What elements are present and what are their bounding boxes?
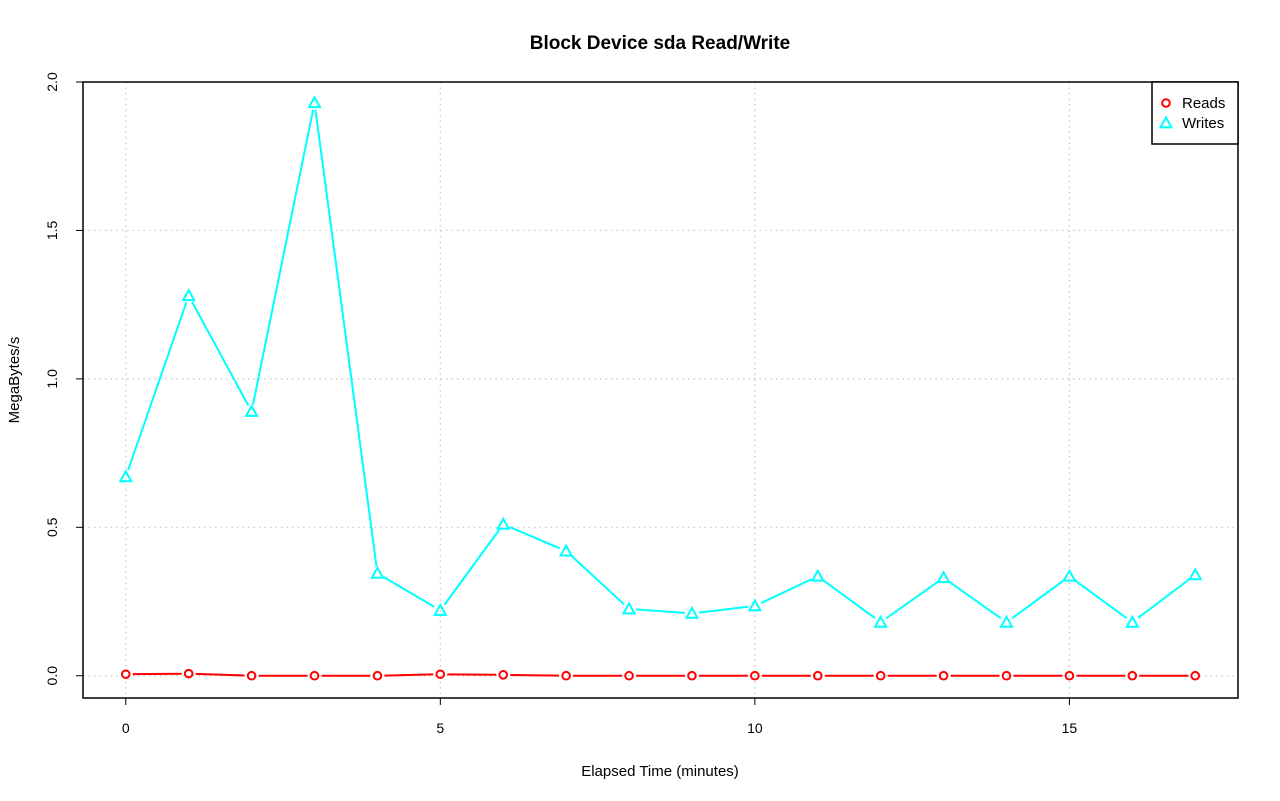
series-reads-point bbox=[435, 669, 446, 680]
chart-title: Block Device sda Read/Write bbox=[530, 33, 790, 54]
series-writes-point bbox=[433, 602, 448, 616]
series-reads-point bbox=[1127, 670, 1138, 681]
series-reads-point bbox=[120, 669, 131, 680]
series-writes-segment bbox=[191, 301, 250, 406]
series-reads-point bbox=[498, 670, 509, 680]
series-reads-point bbox=[1190, 670, 1201, 681]
series-writes-point bbox=[496, 516, 511, 530]
series-reads-point bbox=[624, 670, 634, 681]
series-writes-segment bbox=[570, 555, 625, 605]
series-reads-point bbox=[1064, 670, 1075, 681]
x-tick-label: 15 bbox=[1062, 720, 1078, 736]
x-tick-label: 10 bbox=[747, 720, 763, 736]
series-reads-point bbox=[183, 668, 194, 679]
series-reads-segment bbox=[384, 673, 434, 677]
series-reads-point bbox=[246, 670, 257, 681]
series-reads-point bbox=[561, 670, 571, 681]
series-writes-segment bbox=[760, 578, 812, 604]
series-writes-segment bbox=[443, 529, 500, 606]
series-reads-point bbox=[372, 670, 383, 681]
x-axis: 0 5 10 15 bbox=[122, 698, 1078, 736]
y-tick-label: 2.0 bbox=[44, 72, 60, 92]
legend-box bbox=[1151, 81, 1239, 145]
series-writes-point bbox=[307, 95, 322, 109]
series-writes-segment bbox=[509, 526, 561, 550]
series-writes-segment bbox=[382, 576, 435, 608]
series-writes-point bbox=[118, 469, 133, 483]
y-tick-label: 0.0 bbox=[44, 666, 60, 686]
y-axis: 0.0 0.5 1.0 1.5 2.0 bbox=[44, 72, 83, 685]
series-writes-point bbox=[936, 570, 951, 584]
series-writes-segment bbox=[1137, 578, 1191, 619]
series-writes-point bbox=[810, 568, 825, 582]
x-tick-label: 0 bbox=[122, 720, 130, 736]
legend-label-reads: Reads bbox=[1182, 95, 1225, 112]
series-reads-point bbox=[687, 670, 697, 681]
y-tick-label: 0.5 bbox=[44, 517, 60, 537]
series-writes-point bbox=[558, 543, 574, 557]
x-tick-label: 5 bbox=[436, 720, 444, 736]
series-reads-point bbox=[875, 670, 886, 681]
series-writes-point bbox=[244, 403, 259, 417]
series-writes bbox=[118, 95, 1203, 628]
series-writes-segment bbox=[314, 109, 378, 567]
series-reads bbox=[120, 668, 1201, 681]
series-writes-point bbox=[747, 598, 763, 612]
series-layer bbox=[118, 95, 1203, 681]
series-writes-segment bbox=[127, 302, 188, 471]
series-reads-point bbox=[1001, 670, 1012, 681]
series-writes-segment bbox=[885, 580, 939, 620]
series-reads-point bbox=[938, 670, 949, 681]
series-writes-point bbox=[181, 288, 196, 302]
series-reads-segment bbox=[195, 672, 245, 677]
series-reads-segment bbox=[510, 673, 560, 677]
series-writes-point bbox=[873, 614, 888, 628]
series-reads-point bbox=[750, 670, 760, 681]
series-writes-segment bbox=[698, 605, 749, 614]
series-writes-point bbox=[1062, 568, 1077, 582]
legend-label-writes: Writes bbox=[1182, 115, 1224, 132]
series-writes-segment bbox=[252, 109, 315, 405]
legend: Reads Writes bbox=[1151, 81, 1239, 145]
legend-marker-writes bbox=[1158, 115, 1174, 129]
series-writes-point bbox=[1125, 614, 1140, 628]
series-reads-point bbox=[309, 670, 320, 681]
series-writes-point bbox=[370, 565, 385, 579]
legend-marker-reads bbox=[1161, 98, 1171, 108]
y-tick-label: 1.0 bbox=[44, 369, 60, 389]
plot-frame bbox=[82, 81, 1239, 699]
x-axis-label: Elapsed Time (minutes) bbox=[581, 763, 739, 780]
series-writes-segment bbox=[822, 579, 876, 619]
series-writes-segment bbox=[948, 580, 1002, 620]
series-writes-point bbox=[684, 605, 700, 619]
series-writes-segment bbox=[635, 608, 686, 614]
y-tick-label: 1.5 bbox=[44, 220, 60, 240]
series-writes-point bbox=[621, 601, 637, 615]
series-writes-segment bbox=[1074, 579, 1128, 619]
series-writes-point bbox=[1188, 567, 1203, 581]
y-axis-label: MegaBytes/s bbox=[6, 337, 23, 424]
series-writes-segment bbox=[1011, 579, 1065, 619]
series-writes-point bbox=[999, 614, 1014, 628]
series-reads-point bbox=[812, 670, 823, 681]
